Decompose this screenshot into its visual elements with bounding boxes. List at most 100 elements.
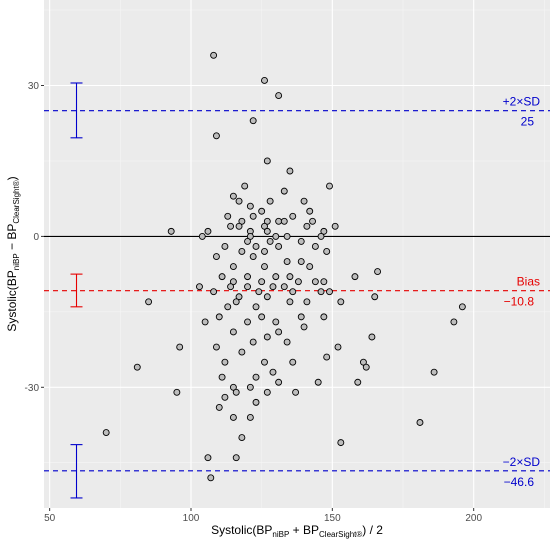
data-point xyxy=(368,333,376,341)
data-point xyxy=(224,303,232,311)
data-point xyxy=(289,212,297,220)
data-point xyxy=(303,222,311,230)
data-point xyxy=(275,378,283,386)
data-point xyxy=(286,298,294,306)
data-point xyxy=(232,298,240,306)
data-point xyxy=(292,388,300,396)
data-point xyxy=(221,393,229,401)
data-point xyxy=(297,237,305,245)
data-point xyxy=(229,383,237,391)
x-tick-label: 100 xyxy=(183,513,200,524)
data-point xyxy=(362,363,370,371)
data-point xyxy=(430,368,438,376)
x-tick-label: 200 xyxy=(465,513,482,524)
label-upper: +2×SD xyxy=(503,95,541,109)
x-axis-ticks: 50 100 150 200 xyxy=(44,508,482,524)
data-point xyxy=(201,318,209,326)
data-point xyxy=(198,232,206,240)
data-point xyxy=(212,132,220,140)
data-point xyxy=(272,273,280,281)
data-point xyxy=(309,217,316,225)
data-point xyxy=(249,212,257,220)
data-point xyxy=(252,398,260,406)
data-point xyxy=(289,288,297,296)
data-point xyxy=(252,243,260,250)
value-upper: 25 xyxy=(521,115,535,129)
data-point xyxy=(221,358,229,366)
data-point xyxy=(311,278,319,286)
data-point xyxy=(283,258,291,265)
data-point xyxy=(450,318,458,326)
data-point xyxy=(244,283,251,291)
data-point xyxy=(261,248,268,255)
data-point xyxy=(354,378,362,386)
data-point xyxy=(218,273,226,281)
y-axis-title: Systolic(BPniBP − BPClearSight®) xyxy=(5,176,21,331)
confidence-interval-bars xyxy=(70,82,83,499)
y-tick-label: 30 xyxy=(28,81,40,92)
data-point xyxy=(227,222,235,230)
data-point xyxy=(272,232,280,240)
data-point xyxy=(229,328,237,336)
data-point xyxy=(331,222,339,230)
data-point xyxy=(263,157,271,165)
data-point xyxy=(272,318,280,326)
data-point xyxy=(275,92,283,100)
data-point xyxy=(241,182,249,190)
data-point xyxy=(374,268,382,276)
data-point xyxy=(263,293,271,301)
data-point xyxy=(297,313,305,321)
data-point xyxy=(210,288,218,296)
value-bias: −10.8 xyxy=(504,295,535,309)
data-point xyxy=(306,263,314,271)
data-point xyxy=(263,227,271,235)
plot-panel xyxy=(44,0,550,508)
data-point xyxy=(207,474,215,482)
data-point xyxy=(266,237,274,245)
data-point xyxy=(246,414,254,421)
data-point xyxy=(229,414,237,421)
data-point xyxy=(252,303,260,311)
data-point xyxy=(297,258,305,265)
data-point xyxy=(261,263,268,271)
data-point xyxy=(275,328,283,336)
data-point xyxy=(323,248,331,255)
data-point xyxy=(238,348,246,356)
data-point xyxy=(261,222,268,230)
data-point xyxy=(204,454,212,462)
data-point xyxy=(359,358,367,366)
data-point xyxy=(351,273,359,281)
data-point xyxy=(235,293,243,301)
data-point xyxy=(289,358,297,366)
data-point xyxy=(314,378,322,386)
data-point xyxy=(311,243,319,250)
data-point xyxy=(249,253,257,260)
data-point xyxy=(246,383,254,391)
data-point xyxy=(323,353,331,361)
data-point xyxy=(326,288,333,296)
data-point xyxy=(320,313,328,321)
y-tick-label: 0 xyxy=(33,232,39,243)
data-point xyxy=(258,313,266,321)
data-points xyxy=(102,51,466,482)
data-point xyxy=(269,283,277,291)
data-point xyxy=(102,429,110,437)
data-point xyxy=(212,343,220,351)
data-point xyxy=(280,187,288,195)
y-tick-label: -30 xyxy=(25,383,40,394)
data-point xyxy=(458,303,466,311)
data-point xyxy=(300,323,308,331)
label-bias: Bias xyxy=(517,275,540,289)
data-point xyxy=(283,232,291,240)
data-point xyxy=(269,368,277,376)
data-point xyxy=(246,232,254,240)
data-point xyxy=(249,117,257,125)
data-point xyxy=(317,288,325,296)
data-point xyxy=(261,77,268,84)
data-point xyxy=(238,248,246,255)
data-point xyxy=(337,298,345,306)
reference-lines xyxy=(44,110,550,472)
data-point xyxy=(280,217,288,225)
data-point xyxy=(258,278,266,286)
